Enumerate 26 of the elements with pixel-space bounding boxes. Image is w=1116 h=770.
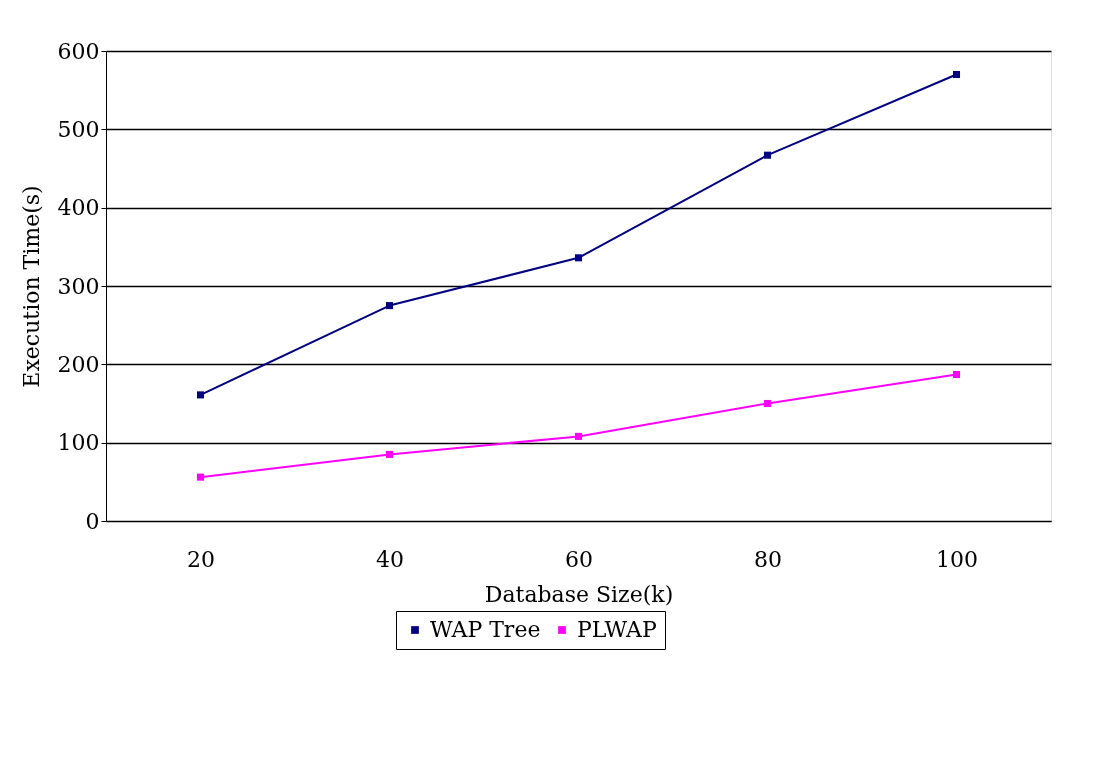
y-tick-label: 300 (57, 273, 100, 299)
x-axis-title: Database Size(k) (484, 581, 674, 607)
point (574, 254, 583, 262)
point (385, 302, 394, 310)
legend-label: WAP Tree (430, 617, 541, 642)
point (952, 370, 961, 379)
point (574, 432, 583, 440)
point (952, 70, 961, 79)
point (763, 399, 772, 408)
x-tick-label: 80 (754, 546, 782, 572)
point (763, 151, 772, 159)
y-tick-label: 200 (57, 351, 100, 377)
point (196, 473, 205, 481)
x-tick-label: 60 (565, 546, 593, 572)
y-tick-label: 600 (57, 38, 100, 64)
legend-label: PLWAP (577, 617, 657, 642)
y-axis-title: Execution Time(s) (18, 185, 44, 388)
y-tick-label: 0 (85, 508, 100, 534)
point (385, 450, 394, 458)
x-tick-label: 100 (936, 546, 978, 572)
y-tick-label: 500 (57, 116, 100, 142)
point (196, 391, 205, 399)
x-tick-label: 40 (376, 546, 404, 572)
x-tick-label: 20 (187, 546, 215, 572)
y-tick-label: 100 (57, 430, 100, 456)
y-tick-label: 400 (57, 195, 100, 221)
